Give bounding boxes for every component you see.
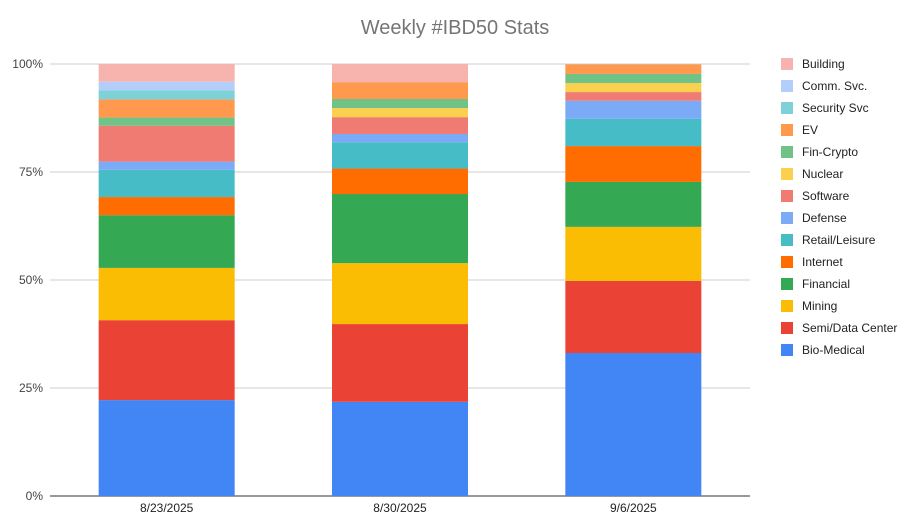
bar-segment — [565, 64, 702, 74]
legend-swatch — [781, 278, 793, 290]
legend-swatch — [781, 80, 793, 92]
bar-segment — [332, 108, 468, 118]
bar-stack — [332, 64, 468, 496]
bar-segment — [98, 197, 235, 216]
legend-item: Retail/Leisure — [781, 233, 876, 247]
legend-swatch — [781, 124, 793, 136]
y-tick-label: 75% — [19, 165, 43, 179]
bar-segment — [332, 133, 468, 143]
legend-label: Semi/Data Center — [802, 321, 897, 335]
bar-segment — [98, 64, 235, 82]
bar-segment — [98, 400, 235, 496]
legend-swatch — [781, 190, 793, 202]
legend-label: Fin-Crypto — [802, 145, 858, 159]
legend-item: Comm. Svc. — [781, 79, 867, 93]
bar-segment — [332, 117, 468, 134]
bar-segment — [332, 401, 468, 496]
bar-segment — [332, 194, 468, 264]
y-tick-label: 0% — [26, 489, 44, 503]
bar-segment — [565, 226, 702, 281]
bar-segment — [565, 83, 702, 93]
legend-label: Building — [802, 57, 845, 71]
legend-item: Bio-Medical — [781, 343, 865, 357]
legend-swatch — [781, 300, 793, 312]
legend-label: Financial — [802, 277, 850, 291]
bar-segment — [98, 169, 235, 198]
bar-segment — [98, 125, 235, 162]
x-tick-label: 8/30/2025 — [373, 501, 427, 515]
bar-segment — [98, 90, 235, 100]
legend-item: Semi/Data Center — [781, 321, 897, 335]
bar-segment — [565, 353, 702, 496]
bar-stack — [565, 64, 702, 496]
legend-label: Nuclear — [802, 167, 843, 181]
y-tick-label: 50% — [19, 273, 43, 287]
legend-item: Software — [781, 189, 850, 203]
bar-segment — [98, 215, 235, 268]
bar-segment — [98, 267, 235, 321]
legend-item: EV — [781, 123, 818, 137]
chart-title: Weekly #IBD50 Stats — [361, 17, 550, 39]
legend-swatch — [781, 256, 793, 268]
bar-segment — [332, 98, 468, 109]
legend-item: Financial — [781, 277, 850, 291]
legend-item: Fin-Crypto — [781, 145, 858, 159]
legend-label: Retail/Leisure — [802, 233, 876, 247]
legend-swatch — [781, 212, 793, 224]
bar-segment — [98, 161, 235, 170]
legend-item: Building — [781, 57, 845, 71]
bar-segment — [98, 320, 235, 401]
legend-swatch — [781, 344, 793, 356]
bar-segment — [98, 99, 235, 118]
legend-item: Internet — [781, 255, 843, 269]
legend-label: Comm. Svc. — [802, 79, 867, 93]
bar-segment — [332, 64, 468, 83]
legend-item: Defense — [781, 211, 847, 225]
x-tick-label: 9/6/2025 — [610, 501, 657, 515]
legend-item: Nuclear — [781, 167, 843, 181]
bar-segment — [565, 146, 702, 182]
bar-segment — [565, 118, 702, 147]
legend-item: Mining — [781, 299, 837, 313]
legend-item: Security Svc — [781, 101, 869, 115]
bar-segment — [332, 324, 468, 402]
x-tick-label: 8/23/2025 — [140, 501, 194, 515]
bar-segment — [98, 117, 235, 126]
bar-segment — [565, 100, 702, 119]
legend-label: Mining — [802, 299, 837, 313]
bar-segment — [98, 81, 235, 91]
legend-swatch — [781, 168, 793, 180]
legend-swatch — [781, 322, 793, 334]
bar-segment — [332, 142, 468, 169]
legend-label: Defense — [802, 211, 847, 225]
legend-swatch — [781, 234, 793, 246]
bar-segment — [332, 82, 468, 99]
bar-segment — [565, 92, 702, 101]
bar-segment — [332, 263, 468, 325]
legend-label: EV — [802, 123, 818, 137]
legend-label: Bio-Medical — [802, 343, 865, 357]
bar-segment — [565, 280, 702, 354]
legend-swatch — [781, 58, 793, 70]
bar-segment — [565, 181, 702, 227]
y-tick-label: 25% — [19, 381, 43, 395]
legend-swatch — [781, 102, 793, 114]
y-tick-label: 100% — [12, 57, 43, 71]
legend-label: Internet — [802, 255, 843, 269]
bar-stack — [98, 64, 235, 496]
bar-segment — [565, 73, 702, 84]
bar-segment — [332, 168, 468, 195]
legend-label: Security Svc — [802, 101, 869, 115]
legend-label: Software — [802, 189, 850, 203]
legend-swatch — [781, 146, 793, 158]
